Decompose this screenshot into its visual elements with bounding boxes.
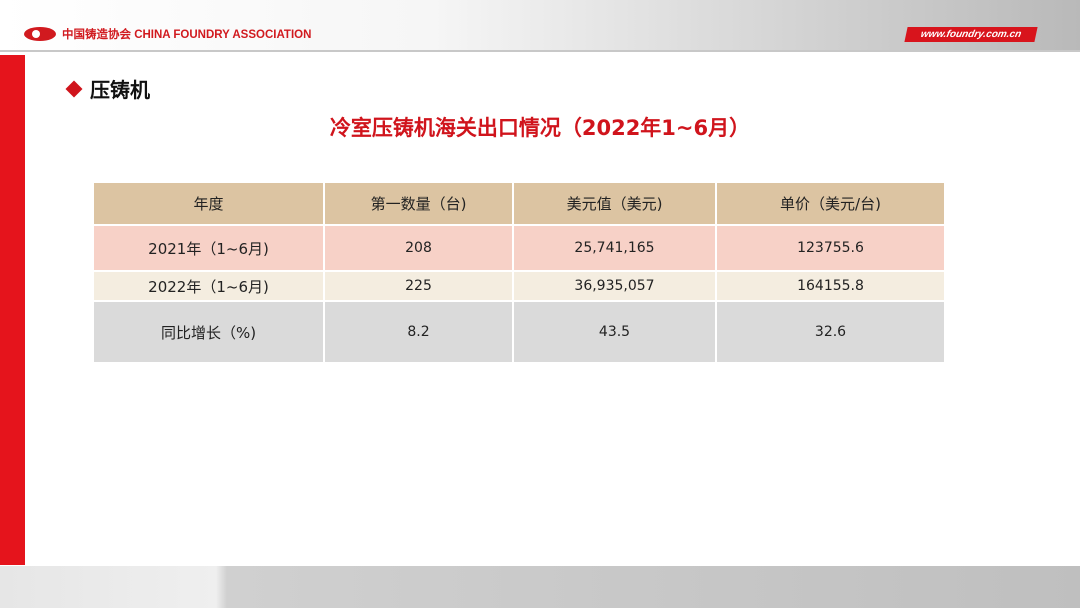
cell: 164155.8 [717,272,944,302]
website-badge: www.foundry.com.cn [904,27,1038,42]
cell: 208 [325,226,514,272]
footer-band [0,566,1080,608]
left-accent-bar [0,55,25,565]
cell: 2022年（1~6月) [94,272,325,302]
cell: 25,741,165 [514,226,717,272]
cell: 2021年（1~6月) [94,226,325,272]
diamond-bullet-icon [65,80,83,97]
cell: 43.5 [514,302,717,364]
header-usd-value: 美元值（美元) [514,183,717,226]
association-logo: 中国铸造协会 CHINA FOUNDRY ASSOCIATION [24,26,311,42]
export-table: 年度 第一数量（台) 美元值（美元) 单价（美元/台) 2021年（1~6月) … [94,183,944,364]
table-row: 2022年（1~6月) 225 36,935,057 164155.8 [94,272,944,302]
cell: 32.6 [717,302,944,364]
table-row: 2021年（1~6月) 208 25,741,165 123755.6 [94,226,944,272]
table-title: 冷室压铸机海关出口情况（2022年1~6月） [329,116,751,140]
cell: 8.2 [325,302,514,364]
cell: 同比增长（%) [94,302,325,364]
section-heading: 压铸机 [65,74,150,103]
cfa-logo-icon [24,27,56,41]
cell: 36,935,057 [514,272,717,302]
cell: 123755.6 [717,226,944,272]
table-header-row: 年度 第一数量（台) 美元值（美元) 单价（美元/台) [94,183,944,226]
logo-text: 中国铸造协会 CHINA FOUNDRY ASSOCIATION [62,29,312,41]
table-row: 同比增长（%) 8.2 43.5 32.6 [94,302,944,364]
header-bar [0,0,1080,52]
header-quantity: 第一数量（台) [325,183,514,226]
header-year: 年度 [94,183,325,226]
header-unit-price: 单价（美元/台) [717,183,944,226]
section-title: 压铸机 [90,78,150,102]
cell: 225 [325,272,514,302]
